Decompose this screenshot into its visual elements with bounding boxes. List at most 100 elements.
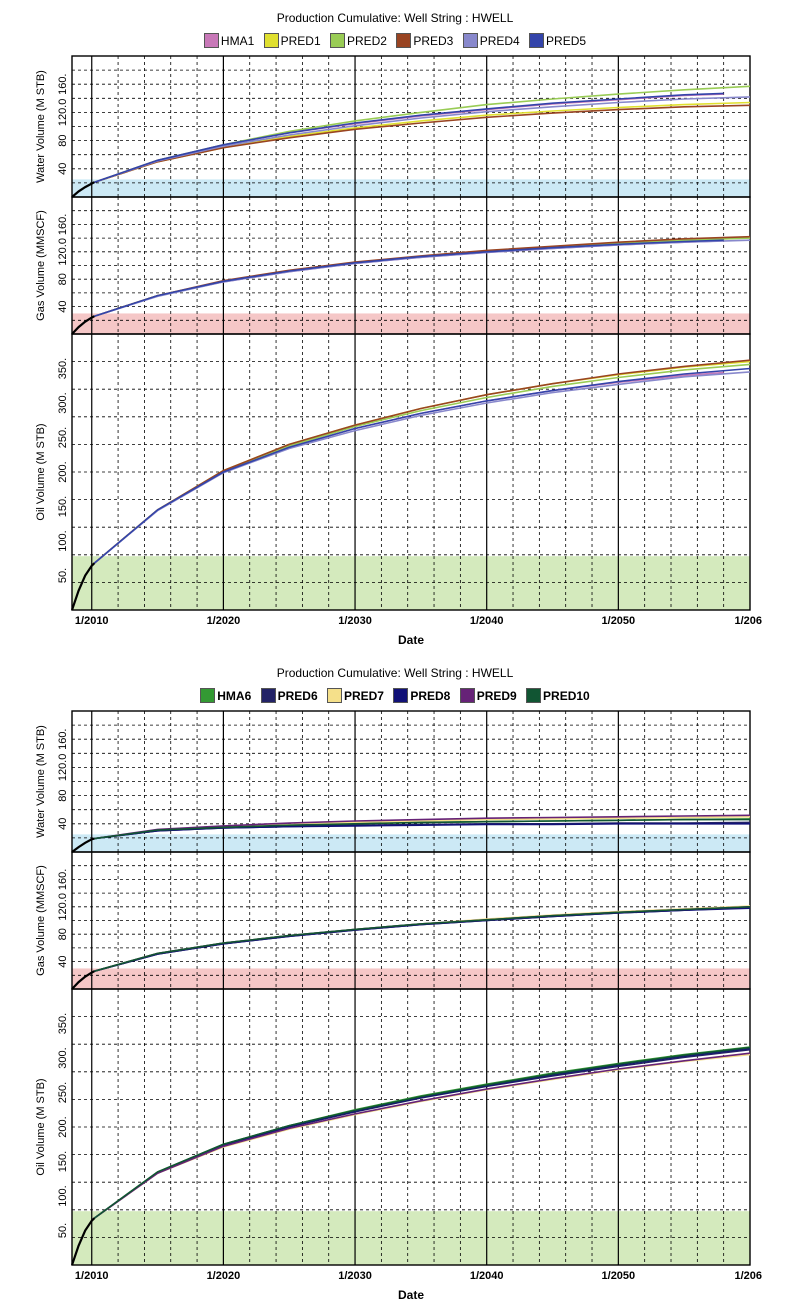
legend-label: HMA6 (217, 688, 252, 703)
series-line (93, 1048, 751, 1219)
legend-label: PRED6 (277, 688, 318, 703)
series-line (93, 371, 751, 564)
history-line (71, 181, 95, 198)
x-tick-label: 1/2040 (470, 1270, 504, 1282)
legend-item: PRED5 (529, 33, 587, 49)
data-band (72, 968, 750, 989)
chart-plot: 40 80 120.0 160. Water Volume (M STB) 40 80 120… (35, 710, 762, 1302)
y-tick-label: 350. (57, 358, 69, 379)
y-axis-title: Oil Volume (M STB) (35, 1078, 47, 1175)
y-tick-label: 120.0 (57, 754, 69, 782)
series-line (94, 818, 750, 840)
legend-item: PRED7 (326, 688, 384, 704)
history-line (71, 315, 95, 335)
x-tick-label: 1/2010 (75, 615, 109, 627)
y-tick-label: 40 (57, 818, 69, 830)
y-tick-label: 350. (57, 1013, 69, 1034)
series-line (94, 814, 751, 840)
series-line (94, 906, 751, 972)
series-line (94, 236, 751, 317)
series-line (94, 96, 751, 183)
series-line (93, 1052, 751, 1219)
legend-label: PRED4 (479, 33, 520, 48)
y-tick-label: 40 (57, 163, 69, 175)
series-line (93, 363, 751, 564)
y-axis-title: Water Volume (M STB) (35, 725, 47, 838)
y-tick-label: 300. (57, 1047, 69, 1068)
x-tick-label: 1/206 (734, 1270, 762, 1282)
data-band (72, 179, 750, 197)
data-band (72, 313, 750, 334)
legend-label: HMA1 (220, 33, 255, 48)
y-axis-title: Gas Volume (MMSCF) (35, 210, 47, 321)
y-tick-label: 300. (57, 392, 69, 413)
legend-label: PRED7 (343, 688, 384, 703)
legend-swatch (526, 688, 542, 704)
y-tick-label: 160. (57, 869, 69, 890)
x-tick-label: 1/2020 (207, 615, 241, 627)
y-axis-title: Oil Volume (M STB) (35, 423, 47, 520)
legend-label: PRED9 (476, 688, 517, 703)
series-line (93, 1046, 751, 1219)
series-line (94, 235, 751, 317)
history-line (70, 1217, 96, 1266)
y-axis-title: Gas Volume (MMSCF) (35, 865, 47, 976)
legend-item: PRED3 (396, 33, 454, 49)
y-tick-label: 80 (57, 273, 69, 285)
legend-label: PRED10 (543, 688, 590, 703)
x-tick-label: 1/2030 (338, 615, 372, 627)
history-line (71, 970, 95, 990)
y-tick-label: 250. (57, 427, 69, 448)
legend-swatch (393, 688, 409, 704)
y-tick-label: 200. (57, 461, 69, 482)
y-tick-label: 160. (57, 728, 69, 749)
legend-item: PRED8 (393, 688, 451, 704)
legend-label: PRED3 (413, 33, 454, 48)
panel-frame (71, 988, 751, 1266)
series-line (94, 92, 724, 183)
x-tick-label: 1/2010 (75, 1270, 109, 1282)
data-band (72, 834, 750, 852)
history-line (70, 562, 96, 611)
x-tick-label: 1/2040 (470, 615, 504, 627)
y-tick-label: 80 (57, 789, 69, 801)
legend-label: PRED8 (410, 688, 451, 703)
legend-swatch (329, 33, 345, 49)
y-tick-label: 80 (57, 134, 69, 146)
legend-item: PRED1 (263, 33, 321, 49)
legend-item: HMA1 (203, 33, 255, 49)
series-line (93, 1046, 751, 1219)
x-axis-title: Date (398, 633, 424, 647)
legend-swatch (200, 688, 216, 704)
chart-figure-top: Production Cumulative: Well String : HWE… (0, 0, 790, 650)
y-tick-label: 100. (57, 1185, 69, 1206)
legend-label: PRED1 (280, 33, 321, 48)
y-tick-label: 120.0 (57, 893, 69, 921)
y-tick-label: 150. (57, 1151, 69, 1172)
y-tick-label: 160. (57, 214, 69, 235)
legend-swatch (260, 688, 276, 704)
series-line (94, 104, 751, 183)
data-band (72, 556, 750, 610)
chart-title: Production Cumulative: Well String : HWE… (276, 666, 514, 680)
legend-swatch (396, 33, 412, 49)
chart-title: Production Cumulative: Well String : HWE… (276, 11, 514, 25)
history-line (71, 837, 95, 853)
x-tick-label: 1/2020 (207, 1270, 241, 1282)
legend-label: PRED5 (546, 33, 587, 48)
y-tick-label: 100. (57, 530, 69, 551)
y-tick-label: 160. (57, 73, 69, 94)
y-tick-label: 50. (57, 568, 69, 583)
y-tick-label: 250. (57, 1082, 69, 1103)
series-line (93, 1047, 751, 1219)
legend-swatch (529, 33, 545, 49)
series-line (94, 237, 751, 317)
x-tick-label: 1/2030 (338, 1270, 372, 1282)
series-line (93, 371, 724, 564)
legend-item: PRED10 (526, 688, 590, 704)
y-tick-label: 200. (57, 1116, 69, 1137)
legend-swatch (203, 33, 219, 49)
legend-item: HMA6 (200, 688, 252, 704)
legend-item: PRED6 (260, 688, 318, 704)
legend-swatch (263, 33, 279, 49)
